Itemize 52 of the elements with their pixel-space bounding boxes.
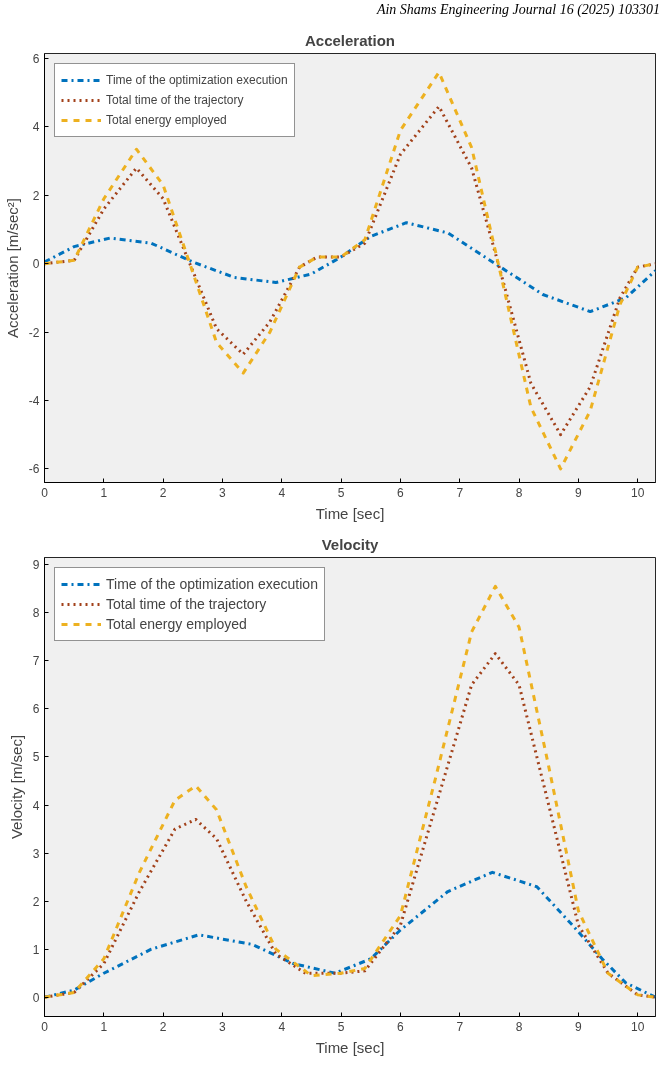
legend-label: Total energy employed: [106, 113, 227, 127]
y-axis-title: Velocity [m/sec]: [7, 734, 25, 840]
x-tick-label: 9: [575, 1019, 583, 1034]
chart-title: Acceleration: [304, 31, 396, 49]
y-tick-label: -6: [28, 462, 40, 477]
y-tick-label: 6: [32, 52, 40, 67]
y-tick-label: 0: [32, 990, 40, 1005]
line-series: [44, 221, 656, 314]
x-tick-label: 9: [575, 485, 583, 500]
y-tick-label: 2: [32, 188, 40, 203]
y-tick-label: 4: [32, 798, 40, 813]
x-tick-label: 6: [397, 1019, 405, 1034]
x-tick-label: 10: [631, 1019, 645, 1034]
line-series: [44, 870, 656, 999]
y-tick-label: 6: [32, 702, 40, 717]
x-tick-label: 4: [278, 1019, 286, 1034]
x-axis-title: Time [sec]: [315, 1038, 385, 1056]
x-tick-label: 10: [631, 485, 645, 500]
x-tick-label: 5: [337, 1019, 345, 1034]
y-tick-label: 5: [32, 750, 40, 765]
x-tick-label: 2: [159, 485, 167, 500]
y-axis-title: Acceleration [m/sec²]: [3, 197, 21, 339]
x-tick-label: 5: [337, 485, 345, 500]
y-tick-label: 7: [32, 654, 40, 669]
y-tick-label: -4: [28, 393, 40, 408]
y-tick-label: 3: [32, 846, 40, 861]
chart-title: Velocity: [321, 535, 380, 553]
y-tick-label: 9: [32, 558, 40, 573]
y-tick-label: 1: [32, 942, 40, 957]
x-axis-title: Time [sec]: [315, 504, 385, 522]
x-tick-label: 7: [456, 1019, 464, 1034]
x-tick-label: 1: [100, 485, 108, 500]
y-tick-label: 2: [32, 894, 40, 909]
legend-label: Time of the optimization execution: [106, 576, 318, 592]
y-tick-label: 0: [32, 257, 40, 272]
legend-label: Total time of the trajectory: [106, 93, 244, 107]
x-tick-label: 3: [219, 485, 227, 500]
x-tick-label: 7: [456, 485, 464, 500]
legend-label: Total energy employed: [106, 616, 247, 632]
x-tick-label: 8: [515, 1019, 523, 1034]
y-tick-label: 8: [32, 606, 40, 621]
legend-label: Time of the optimization execution: [106, 73, 288, 87]
y-tick-label: 4: [32, 120, 40, 135]
x-tick-label: 1: [100, 1019, 108, 1034]
x-tick-label: 6: [397, 485, 405, 500]
x-tick-label: 3: [219, 1019, 227, 1034]
x-tick-label: 2: [159, 1019, 167, 1034]
y-tick-label: -2: [28, 325, 40, 340]
text: Ain Shams Engineering Journal 16 (2025) 103301: [376, 1, 660, 19]
x-tick-label: 4: [278, 485, 286, 500]
x-tick-label: 8: [515, 485, 523, 500]
legend-label: Total time of the trajectory: [106, 596, 267, 612]
